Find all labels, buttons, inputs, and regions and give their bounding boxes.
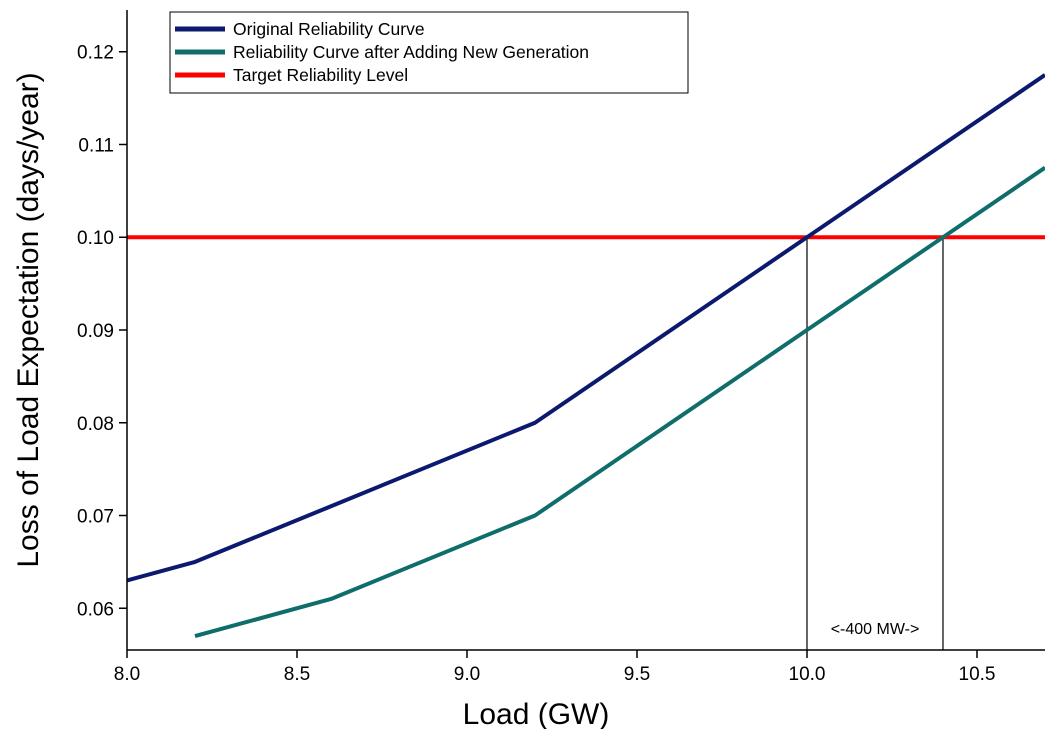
x-tick-label: 8.0 xyxy=(114,664,140,685)
x-tick-label: 9.0 xyxy=(454,664,480,685)
y-tick-label: 0.09 xyxy=(77,321,114,342)
y-tick-label: 0.12 xyxy=(77,43,114,64)
y-tick-label: 0.11 xyxy=(78,135,114,156)
y-ticks: 0.06 0.07 0.08 0.09 0.10 0.11 0.12 xyxy=(77,43,127,620)
x-ticks: 8.0 8.5 9.0 9.5 10.0 10.5 xyxy=(114,650,996,685)
legend-box xyxy=(169,11,689,94)
x-tick-label: 10.0 xyxy=(789,664,826,685)
y-tick-label: 0.07 xyxy=(77,507,114,528)
legend-label-original-reliability-curve: Original Reliability Curve xyxy=(233,19,425,39)
vertical-markers xyxy=(806,237,944,650)
legend-label-target-reliability-level: Target Reliability Level xyxy=(233,65,408,85)
series-line-original-reliability-curve xyxy=(126,73,1045,583)
y-tick-label: 0.06 xyxy=(77,599,114,620)
y-tick-label: 0.10 xyxy=(77,228,114,249)
x-axis-title: Load (GW) xyxy=(463,698,610,729)
series-line-reliability-curve-after-adding-new-generation xyxy=(194,166,1045,639)
annotation-label: <-400 MW-> xyxy=(831,621,920,638)
legend-label-reliability-curve-after-adding-new-generation: Reliability Curve after Adding New Gener… xyxy=(233,42,589,62)
x-tick-label: 10.5 xyxy=(959,664,996,685)
x-tick-label: 8.5 xyxy=(284,664,310,685)
x-tick-label: 9.5 xyxy=(624,664,650,685)
y-axis-title: Loss of Load Expectation (days/year) xyxy=(12,72,45,567)
y-tick-label: 0.08 xyxy=(77,414,114,435)
legend: Original Reliability Curve Reliability Cu… xyxy=(169,11,689,94)
series-layer xyxy=(126,73,1045,639)
annotations: <-400 MW-> xyxy=(831,621,920,638)
axes: 0.06 0.07 0.08 0.09 0.10 0.11 0.12 8.0 8.5 9.0 9.… xyxy=(77,10,1045,685)
